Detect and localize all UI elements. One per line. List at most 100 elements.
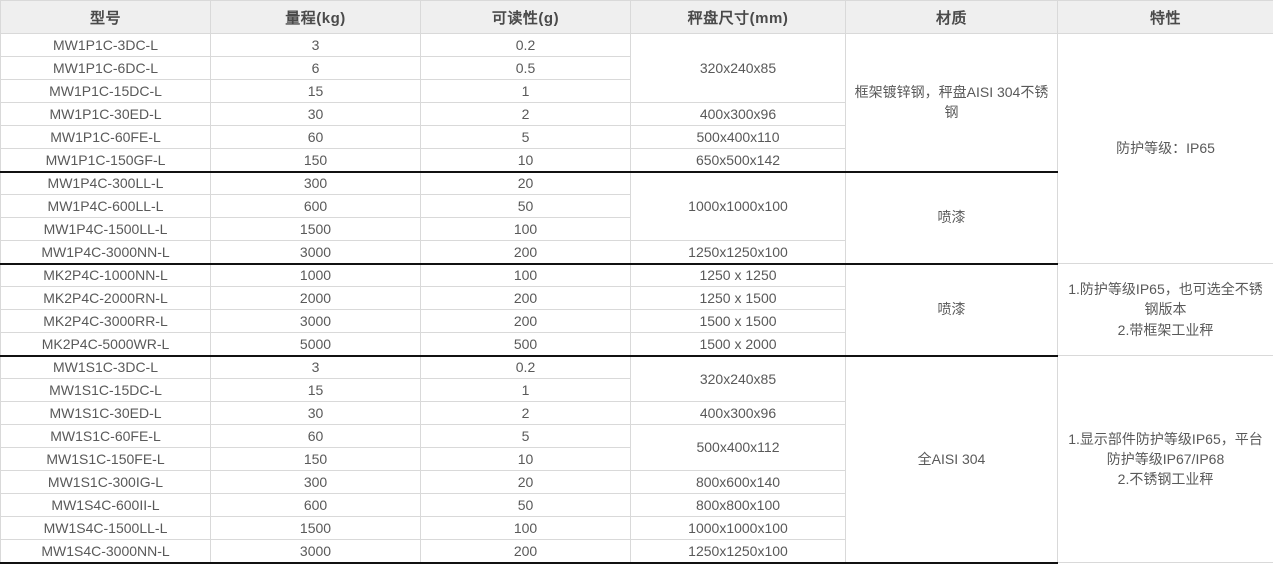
column-header-model: 型号 [1, 1, 211, 34]
pan-size-cell: 1250 x 1500 [631, 287, 846, 310]
readability-cell: 50 [421, 195, 631, 218]
model-cell: MW1P4C-300LL-L [1, 172, 211, 195]
capacity-cell: 15 [211, 80, 421, 103]
capacity-cell: 1500 [211, 218, 421, 241]
model-cell: MW1S4C-3000NN-L [1, 540, 211, 563]
model-cell: MW1P1C-60FE-L [1, 126, 211, 149]
model-cell: MW1S1C-30ED-L [1, 402, 211, 425]
readability-cell: 10 [421, 448, 631, 471]
features-cell: 防护等级：IP65 [1058, 34, 1273, 264]
capacity-cell: 3 [211, 34, 421, 57]
pan-size-cell: 800x600x140 [631, 471, 846, 494]
capacity-cell: 60 [211, 126, 421, 149]
model-cell: MW1S1C-300IG-L [1, 471, 211, 494]
material-cell: 全AISI 304 [846, 356, 1058, 563]
feature-line: 1.防护等级IP65，也可选全不锈钢版本 [1066, 279, 1265, 320]
feature-line: 2.带框架工业秤 [1066, 320, 1265, 340]
feature-line: 1.显示部件防护等级IP65，平台防护等级IP67/IP68 [1066, 429, 1265, 470]
readability-cell: 100 [421, 218, 631, 241]
capacity-cell: 5000 [211, 333, 421, 356]
capacity-cell: 1000 [211, 264, 421, 287]
readability-cell: 200 [421, 241, 631, 264]
readability-cell: 10 [421, 149, 631, 172]
readability-cell: 20 [421, 471, 631, 494]
capacity-cell: 3000 [211, 310, 421, 333]
pan-size-cell: 400x300x96 [631, 103, 846, 126]
pan-size-cell: 1500 x 1500 [631, 310, 846, 333]
capacity-cell: 30 [211, 103, 421, 126]
pan-size-cell: 500x400x112 [631, 425, 846, 471]
model-cell: MK2P4C-5000WR-L [1, 333, 211, 356]
feature-line: 2.不锈钢工业秤 [1066, 469, 1265, 489]
readability-cell: 2 [421, 103, 631, 126]
pan-size-cell: 500x400x110 [631, 126, 846, 149]
capacity-cell: 3 [211, 356, 421, 379]
readability-cell: 5 [421, 425, 631, 448]
capacity-cell: 60 [211, 425, 421, 448]
capacity-cell: 300 [211, 471, 421, 494]
readability-cell: 50 [421, 494, 631, 517]
header-row: 型号量程(kg)可读性(g)秤盘尺寸(mm)材质特性 [1, 1, 1273, 34]
readability-cell: 1 [421, 379, 631, 402]
pan-size-cell: 1250x1250x100 [631, 241, 846, 264]
model-cell: MW1S4C-1500LL-L [1, 517, 211, 540]
model-cell: MW1S1C-3DC-L [1, 356, 211, 379]
material-cell: 框架镀锌钢，秤盘AISI 304不锈钢 [846, 34, 1058, 172]
capacity-cell: 6 [211, 57, 421, 80]
capacity-cell: 600 [211, 494, 421, 517]
pan-size-cell: 1000x1000x100 [631, 517, 846, 540]
model-cell: MW1P1C-3DC-L [1, 34, 211, 57]
model-cell: MK2P4C-3000RR-L [1, 310, 211, 333]
pan-size-cell: 650x500x142 [631, 149, 846, 172]
readability-cell: 0.5 [421, 57, 631, 80]
readability-cell: 5 [421, 126, 631, 149]
model-cell: MW1P1C-15DC-L [1, 80, 211, 103]
column-header-readability: 可读性(g) [421, 1, 631, 34]
pan-size-cell: 1250 x 1250 [631, 264, 846, 287]
material-cell: 喷漆 [846, 172, 1058, 264]
pan-size-cell: 1500 x 2000 [631, 333, 846, 356]
model-cell: MW1P4C-1500LL-L [1, 218, 211, 241]
readability-cell: 200 [421, 310, 631, 333]
pan-size-cell: 1000x1000x100 [631, 172, 846, 241]
readability-cell: 0.2 [421, 34, 631, 57]
material-cell: 喷漆 [846, 264, 1058, 356]
capacity-cell: 600 [211, 195, 421, 218]
readability-cell: 2 [421, 402, 631, 425]
column-header-features: 特性 [1058, 1, 1273, 34]
capacity-cell: 3000 [211, 241, 421, 264]
capacity-cell: 30 [211, 402, 421, 425]
model-cell: MW1P1C-30ED-L [1, 103, 211, 126]
capacity-cell: 15 [211, 379, 421, 402]
column-header-capacity: 量程(kg) [211, 1, 421, 34]
capacity-cell: 150 [211, 448, 421, 471]
model-cell: MW1S1C-150FE-L [1, 448, 211, 471]
capacity-cell: 150 [211, 149, 421, 172]
readability-cell: 1 [421, 80, 631, 103]
readability-cell: 20 [421, 172, 631, 195]
model-cell: MK2P4C-1000NN-L [1, 264, 211, 287]
pan-size-cell: 320x240x85 [631, 34, 846, 103]
capacity-cell: 3000 [211, 540, 421, 563]
model-cell: MW1S1C-60FE-L [1, 425, 211, 448]
readability-cell: 100 [421, 264, 631, 287]
column-header-material: 材质 [846, 1, 1058, 34]
capacity-cell: 2000 [211, 287, 421, 310]
readability-cell: 0.2 [421, 356, 631, 379]
pan-size-cell: 400x300x96 [631, 402, 846, 425]
readability-cell: 200 [421, 287, 631, 310]
model-cell: MK2P4C-2000RN-L [1, 287, 211, 310]
pan-size-cell: 320x240x85 [631, 356, 846, 402]
model-cell: MW1S1C-15DC-L [1, 379, 211, 402]
model-cell: MW1P4C-600LL-L [1, 195, 211, 218]
column-header-pan-size: 秤盘尺寸(mm) [631, 1, 846, 34]
pan-size-cell: 800x800x100 [631, 494, 846, 517]
pan-size-cell: 1250x1250x100 [631, 540, 846, 563]
